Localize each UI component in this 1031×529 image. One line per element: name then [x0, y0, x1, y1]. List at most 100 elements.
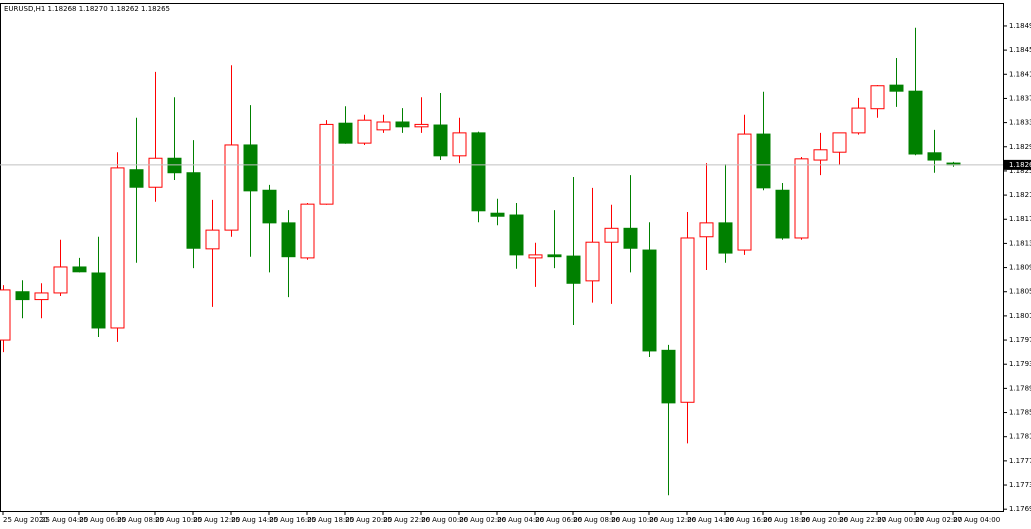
candle-body — [110, 167, 125, 329]
y-tick-label: 1.17975 — [1009, 336, 1031, 344]
candle-body — [623, 227, 638, 249]
candle-body — [642, 249, 657, 352]
candle-body — [661, 349, 676, 404]
candle-body — [395, 121, 410, 128]
current-price-box — [1004, 159, 1031, 170]
candle-body — [794, 158, 809, 239]
candle-body — [148, 157, 163, 188]
x-tick-label: 26 Aug 14:00 — [687, 516, 734, 524]
candle-body — [72, 266, 87, 273]
candle-body — [243, 144, 258, 192]
candle-body — [680, 237, 695, 403]
x-tick-label: 26 Aug 08:00 — [573, 516, 620, 524]
x-tick-label: 26 Aug 06:00 — [535, 516, 582, 524]
x-tick-label: 25 Aug 08:00 — [117, 516, 164, 524]
candle-body — [927, 152, 942, 161]
candle-body — [319, 123, 334, 205]
x-tick-label: 27 Aug 04:00 — [953, 516, 1000, 524]
candle-body — [870, 85, 885, 110]
candle-body — [585, 241, 600, 282]
candle-body — [91, 272, 106, 329]
candle-body — [490, 212, 505, 217]
y-tick-label: 1.18335 — [1009, 119, 1031, 127]
y-tick-label: 1.18415 — [1009, 70, 1031, 78]
candle-body — [15, 291, 30, 301]
y-tick-label: 1.17935 — [1009, 360, 1031, 368]
x-tick-label: 25 Aug 12:00 — [193, 516, 240, 524]
candle-body — [908, 90, 923, 155]
x-tick-label: 26 Aug 20:00 — [801, 516, 848, 524]
x-tick-label: 25 Aug 04:00 — [41, 516, 88, 524]
x-tick-label: 27 Aug 02:00 — [915, 516, 962, 524]
x-tick-label: 25 Aug 20:00 — [345, 516, 392, 524]
y-tick-label: 1.18135 — [1009, 239, 1031, 247]
y-tick-label: 1.18455 — [1009, 46, 1031, 54]
candle-body — [471, 132, 486, 212]
x-tick-label: 26 Aug 02:00 — [459, 516, 506, 524]
candle-body — [338, 122, 353, 144]
x-tick-label: 26 Aug 22:00 — [839, 516, 886, 524]
candle-body — [357, 119, 372, 144]
candle-body — [775, 189, 790, 239]
y-tick-label: 1.18295 — [1009, 143, 1031, 151]
current-price-label: 1.18265 — [1009, 161, 1031, 169]
y-tick-label: 1.17815 — [1009, 433, 1031, 441]
candle-body — [300, 203, 315, 259]
y-tick-label: 1.18175 — [1009, 215, 1031, 223]
candle-body — [452, 132, 467, 157]
y-tick-label: 1.18055 — [1009, 288, 1031, 296]
x-tick-label: 25 Aug 10:00 — [155, 516, 202, 524]
candle-body — [53, 266, 68, 294]
candle-body — [262, 189, 277, 224]
candle-body — [509, 214, 524, 256]
candle-body — [433, 124, 448, 157]
candle-body — [167, 157, 182, 174]
x-tick-label: 25 Aug 16:00 — [269, 516, 316, 524]
candle-body — [737, 133, 752, 251]
candle-body — [889, 84, 904, 92]
candle-body — [528, 254, 543, 259]
plot-frame — [0, 3, 1004, 512]
candle-body — [699, 222, 714, 238]
y-tick-label: 1.17855 — [1009, 409, 1031, 417]
candle-body — [34, 292, 49, 301]
y-tick-label: 1.17775 — [1009, 457, 1031, 465]
x-tick-label: 26 Aug 12:00 — [649, 516, 696, 524]
chart-title: EURUSD,H1 1.18268 1.18270 1.18262 1.1826… — [4, 5, 170, 13]
candle-body — [224, 144, 239, 231]
x-tick-label: 25 Aug 18:00 — [307, 516, 354, 524]
candle-body — [205, 229, 220, 250]
y-tick-label: 1.18095 — [1009, 264, 1031, 272]
candle-body — [186, 172, 201, 249]
x-tick-label: 25 Aug 14:00 — [231, 516, 278, 524]
candle-body — [851, 107, 866, 134]
candle-body — [756, 133, 771, 189]
x-tick-label: 26 Aug 04:00 — [497, 516, 544, 524]
candle-body — [718, 222, 733, 254]
candle-body — [813, 149, 828, 161]
candle-body — [566, 255, 581, 284]
candle-body — [0, 289, 11, 341]
x-tick-label: 26 Aug 16:00 — [725, 516, 772, 524]
x-tick-label: 26 Aug 00:00 — [421, 516, 468, 524]
x-tick-label: 26 Aug 18:00 — [763, 516, 810, 524]
y-tick-label: 1.17895 — [1009, 384, 1031, 392]
x-tick-label: 25 Aug 06:00 — [79, 516, 126, 524]
y-tick-label: 1.18495 — [1009, 22, 1031, 30]
x-tick-label: 27 Aug 00:00 — [877, 516, 924, 524]
candle-body — [129, 169, 144, 188]
y-tick-label: 1.17735 — [1009, 481, 1031, 489]
y-tick-label: 1.18015 — [1009, 312, 1031, 320]
y-tick-label: 1.18375 — [1009, 94, 1031, 102]
y-tick-label: 1.17695 — [1009, 505, 1031, 513]
candle-body — [281, 222, 296, 258]
y-tick-label: 1.18215 — [1009, 191, 1031, 199]
x-tick-label: 25 Aug 2020 — [3, 516, 48, 524]
candle-body — [547, 254, 562, 258]
y-tick-label: 1.18255 — [1009, 167, 1031, 175]
candle-body — [832, 132, 847, 153]
x-tick-label: 26 Aug 10:00 — [611, 516, 658, 524]
candle-body — [376, 121, 391, 131]
x-tick-label: 25 Aug 22:00 — [383, 516, 430, 524]
